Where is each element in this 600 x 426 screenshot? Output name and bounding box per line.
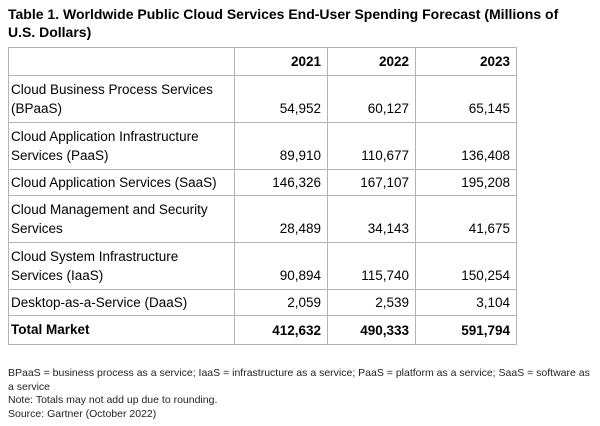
value-2023: 3,104 xyxy=(415,289,517,316)
value-2021: 2,059 xyxy=(234,289,328,316)
header-row: 2021 2022 2023 xyxy=(8,47,517,76)
value-2023: 136,408 xyxy=(415,122,517,170)
table-row: Cloud Application Infrastructure Service… xyxy=(8,122,517,170)
table-row: Desktop-as-a-Service (DaaS) 2,059 2,539 … xyxy=(8,289,517,316)
row-label: Cloud Application Infrastructure Service… xyxy=(8,122,235,170)
spending-table: 2021 2022 2023 Cloud Business Process Se… xyxy=(8,47,517,345)
value-2021: 90,894 xyxy=(234,242,328,290)
header-year-2022: 2022 xyxy=(327,47,416,76)
value-2021: 54,952 xyxy=(234,75,328,123)
header-label-cell xyxy=(8,47,235,76)
table-row: Cloud Business Process Services (BPaaS) … xyxy=(8,75,517,123)
table-title: Table 1. Worldwide Public Cloud Services… xyxy=(8,6,559,40)
total-2023: 591,794 xyxy=(415,315,517,345)
value-2021: 146,326 xyxy=(234,169,328,196)
value-2023: 41,675 xyxy=(415,195,517,243)
row-label: Desktop-as-a-Service (DaaS) xyxy=(8,289,235,316)
row-label: Cloud System Infrastructure Services (Ia… xyxy=(8,242,235,290)
value-2023: 150,254 xyxy=(415,242,517,290)
value-2022: 60,127 xyxy=(327,75,416,123)
total-2022: 490,333 xyxy=(327,315,416,345)
value-2021: 89,910 xyxy=(234,122,328,170)
source-note: Source: Gartner (October 2022) xyxy=(8,407,157,420)
value-2022: 110,677 xyxy=(327,122,416,170)
value-2023: 65,145 xyxy=(415,75,517,123)
table-row: Cloud System Infrastructure Services (Ia… xyxy=(8,242,517,290)
row-label: Cloud Management and Security Services xyxy=(8,195,235,243)
header-year-2023: 2023 xyxy=(415,47,517,76)
header-year-2021: 2021 xyxy=(234,47,328,76)
table-notes: BPaaS = business process as a service; I… xyxy=(8,367,598,421)
value-2021: 28,489 xyxy=(234,195,328,243)
value-2023: 195,208 xyxy=(415,169,517,196)
rounding-note: Note: Totals may not add up due to round… xyxy=(8,394,218,406)
total-2021: 412,632 xyxy=(234,315,328,345)
value-2022: 34,143 xyxy=(327,195,416,243)
row-label: Cloud Business Process Services (BPaaS) xyxy=(8,75,235,123)
abbreviations-note: BPaaS = business process as a service; I… xyxy=(8,367,590,393)
row-label: Cloud Application Services (SaaS) xyxy=(8,169,235,196)
value-2022: 115,740 xyxy=(327,242,416,290)
total-row: Total Market 412,632 490,333 591,794 xyxy=(8,315,517,345)
table-row: Cloud Management and Security Services 2… xyxy=(8,195,517,243)
value-2022: 2,539 xyxy=(327,289,416,316)
value-2022: 167,107 xyxy=(327,169,416,196)
total-label: Total Market xyxy=(8,315,235,345)
table-row: Cloud Application Services (SaaS) 146,32… xyxy=(8,169,517,196)
